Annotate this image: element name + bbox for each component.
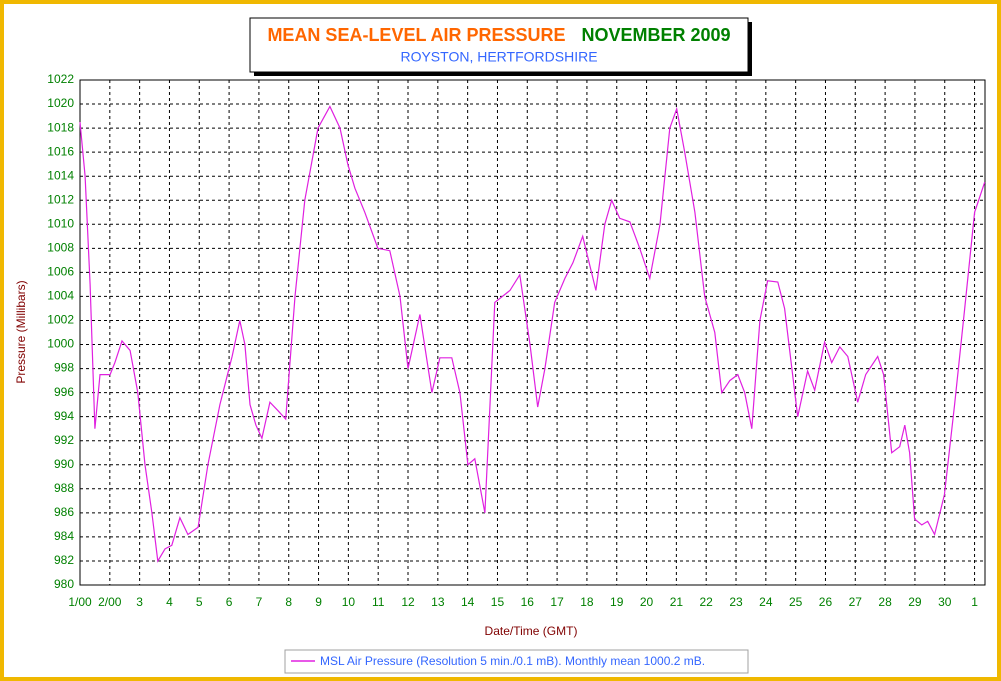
x-tick-label: 16: [521, 595, 535, 609]
y-tick-label: 1002: [47, 313, 74, 327]
x-tick-label: 26: [819, 595, 833, 609]
y-tick-label: 1010: [47, 216, 74, 230]
x-tick-label: 17: [550, 595, 564, 609]
y-tick-label: 980: [54, 577, 74, 591]
plot-area: [79, 79, 986, 586]
legend-label: MSL Air Pressure (Resolution 5 min./0.1 …: [320, 654, 705, 668]
x-tick-label: 5: [196, 595, 203, 609]
x-tick-label: 25: [789, 595, 803, 609]
x-tick-label: 29: [908, 595, 922, 609]
y-tick-label: 1014: [47, 168, 74, 182]
y-tick-label: 994: [54, 409, 74, 423]
x-tick-label: 1/00: [68, 595, 92, 609]
x-tick-label: 22: [700, 595, 714, 609]
title-box: [249, 17, 749, 73]
x-tick-label: 3: [136, 595, 143, 609]
x-tick-label: 11: [372, 595, 385, 609]
y-tick-label: 1000: [47, 337, 74, 351]
x-tick-label: 21: [670, 595, 684, 609]
x-tick-label: 30: [938, 595, 952, 609]
x-tick-label: 23: [729, 595, 743, 609]
x-tick-label: 6: [226, 595, 233, 609]
y-tick-label: 1022: [47, 72, 74, 86]
x-tick-label: 28: [878, 595, 892, 609]
legend-box: [284, 649, 749, 674]
y-tick-label: 1008: [47, 241, 74, 255]
x-tick-label: 15: [491, 595, 505, 609]
x-tick-label: 8: [285, 595, 292, 609]
y-tick-label: 996: [54, 385, 74, 399]
y-tick-label: 1012: [47, 192, 74, 206]
x-tick-label: 20: [640, 595, 654, 609]
x-tick-label: 12: [401, 595, 415, 609]
x-tick-label: 13: [431, 595, 445, 609]
x-tick-label: 18: [580, 595, 594, 609]
x-tick-label: 2/00: [98, 595, 122, 609]
y-axis-label: Pressure (Millibars): [14, 280, 28, 383]
series-line: [79, 105, 986, 563]
x-tick-label: 19: [610, 595, 624, 609]
chart-title-date: NOVEMBER 2009: [581, 25, 730, 45]
y-tick-label: 990: [54, 457, 74, 471]
x-tick-label: 9: [315, 595, 322, 609]
x-tick-label: 1: [971, 595, 978, 609]
y-tick-label: 1006: [47, 265, 74, 279]
x-axis-label: Date/Time (GMT): [485, 624, 578, 638]
chart-subtitle: ROYSTON, HERTFORDSHIRE: [400, 49, 597, 65]
y-tick-label: 982: [54, 553, 74, 567]
x-tick-label: 4: [166, 595, 173, 609]
y-tick-label: 1016: [47, 144, 74, 158]
y-tick-label: 986: [54, 505, 74, 519]
y-tick-label: 1004: [47, 289, 74, 303]
y-tick-label: 1018: [47, 120, 74, 134]
x-tick-label: 14: [461, 595, 475, 609]
x-tick-label: 24: [759, 595, 773, 609]
x-tick-label: 7: [256, 595, 263, 609]
y-tick-label: 998: [54, 361, 74, 375]
chart-title: MEAN SEA-LEVEL AIR PRESSURE: [267, 25, 565, 45]
y-tick-label: 1020: [47, 96, 74, 110]
y-tick-label: 988: [54, 481, 74, 495]
x-tick-label: 27: [849, 595, 863, 609]
y-tick-label: 992: [54, 433, 74, 447]
y-tick-label: 984: [54, 529, 74, 543]
x-tick-label: 10: [342, 595, 356, 609]
